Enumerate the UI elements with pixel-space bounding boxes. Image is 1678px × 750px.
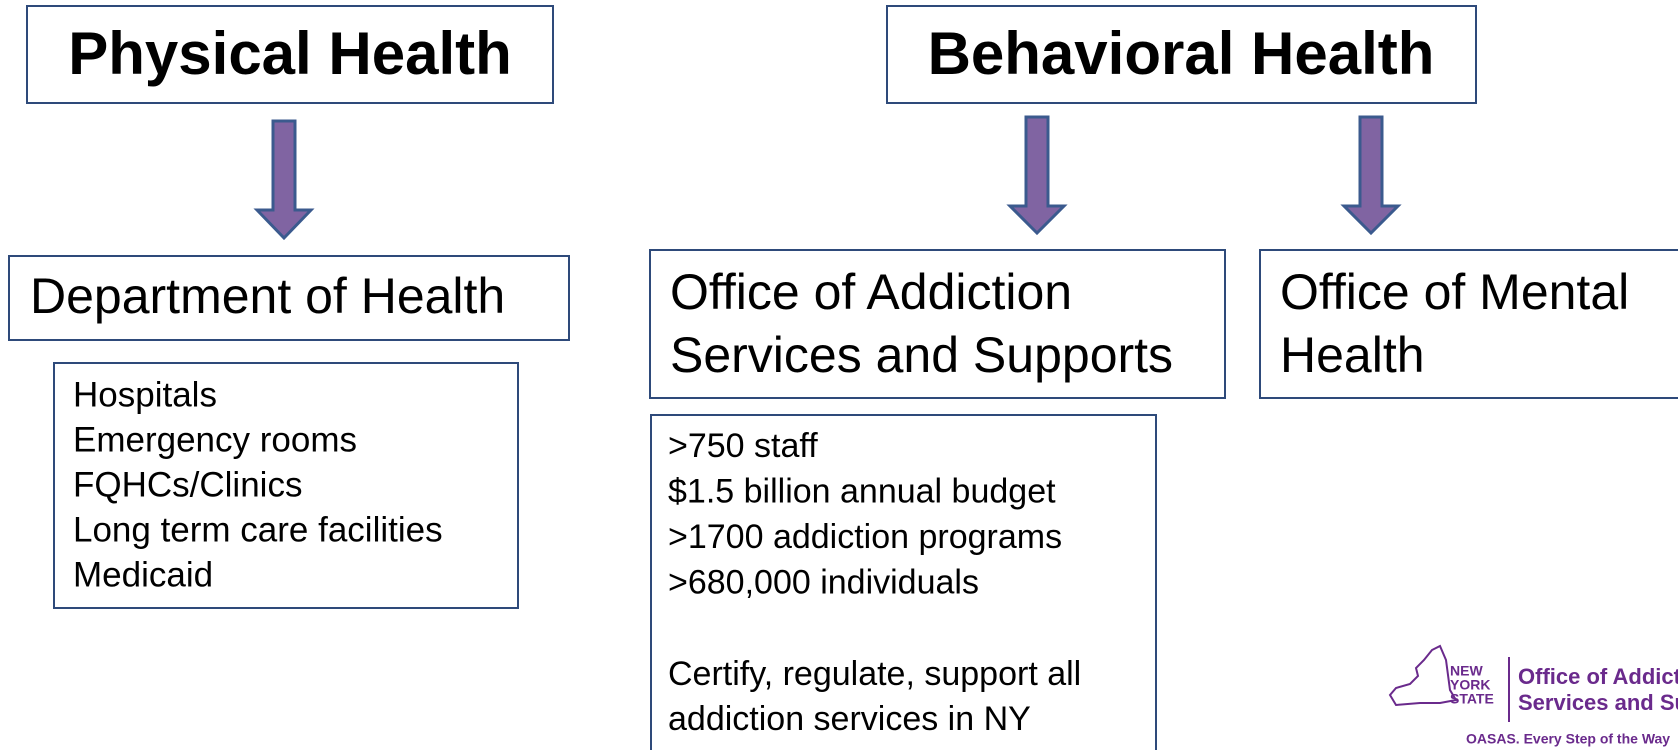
fact: $1.5 billion annual budget bbox=[668, 472, 1056, 510]
oasas-facts-box bbox=[650, 414, 1157, 750]
omh-box bbox=[1259, 249, 1678, 399]
logo-state: STATE bbox=[1450, 691, 1494, 707]
doh-box bbox=[8, 255, 570, 341]
doh-list-box bbox=[53, 362, 519, 609]
logo-agency: Office of Addiction bbox=[1518, 664, 1678, 689]
logo-tagline: OASAS. Every Step of the Way bbox=[1466, 731, 1670, 747]
mission: Certify, regulate, support all bbox=[668, 655, 1081, 693]
list-item: FQHCs/Clinics bbox=[73, 465, 302, 504]
list-item: Medicaid bbox=[73, 555, 213, 594]
behavioral-title: Behavioral Health bbox=[928, 20, 1435, 87]
agency-label: Office of Mental bbox=[1280, 264, 1629, 320]
logo-agency: Services and Supports bbox=[1518, 690, 1678, 715]
agency-label: Office of Addiction bbox=[670, 264, 1072, 320]
behavioral-header-box bbox=[886, 5, 1477, 104]
oasas-box bbox=[649, 249, 1226, 399]
doh-label: Department of Health bbox=[30, 268, 505, 324]
agency-label: Health bbox=[1280, 327, 1425, 383]
logo-state: YORK bbox=[1450, 677, 1490, 693]
arrow bbox=[253, 119, 315, 241]
list-item: Long term care facilities bbox=[73, 510, 443, 549]
state-outline bbox=[1388, 644, 1458, 707]
physical-header-box bbox=[26, 5, 554, 104]
logo-state: NEW bbox=[1450, 663, 1483, 679]
arrow bbox=[1340, 115, 1402, 236]
mission: addiction services in NY bbox=[668, 700, 1031, 738]
fact: >1700 addiction programs bbox=[668, 518, 1062, 556]
physical-title: Physical Health bbox=[68, 20, 512, 87]
list-item: Emergency rooms bbox=[73, 420, 357, 459]
fact: >680,000 individuals bbox=[668, 563, 979, 601]
list-item: Hospitals bbox=[73, 375, 217, 414]
arrow bbox=[1006, 115, 1068, 236]
fact: >750 staff bbox=[668, 427, 818, 465]
agency-label: Services and Supports bbox=[670, 327, 1173, 383]
